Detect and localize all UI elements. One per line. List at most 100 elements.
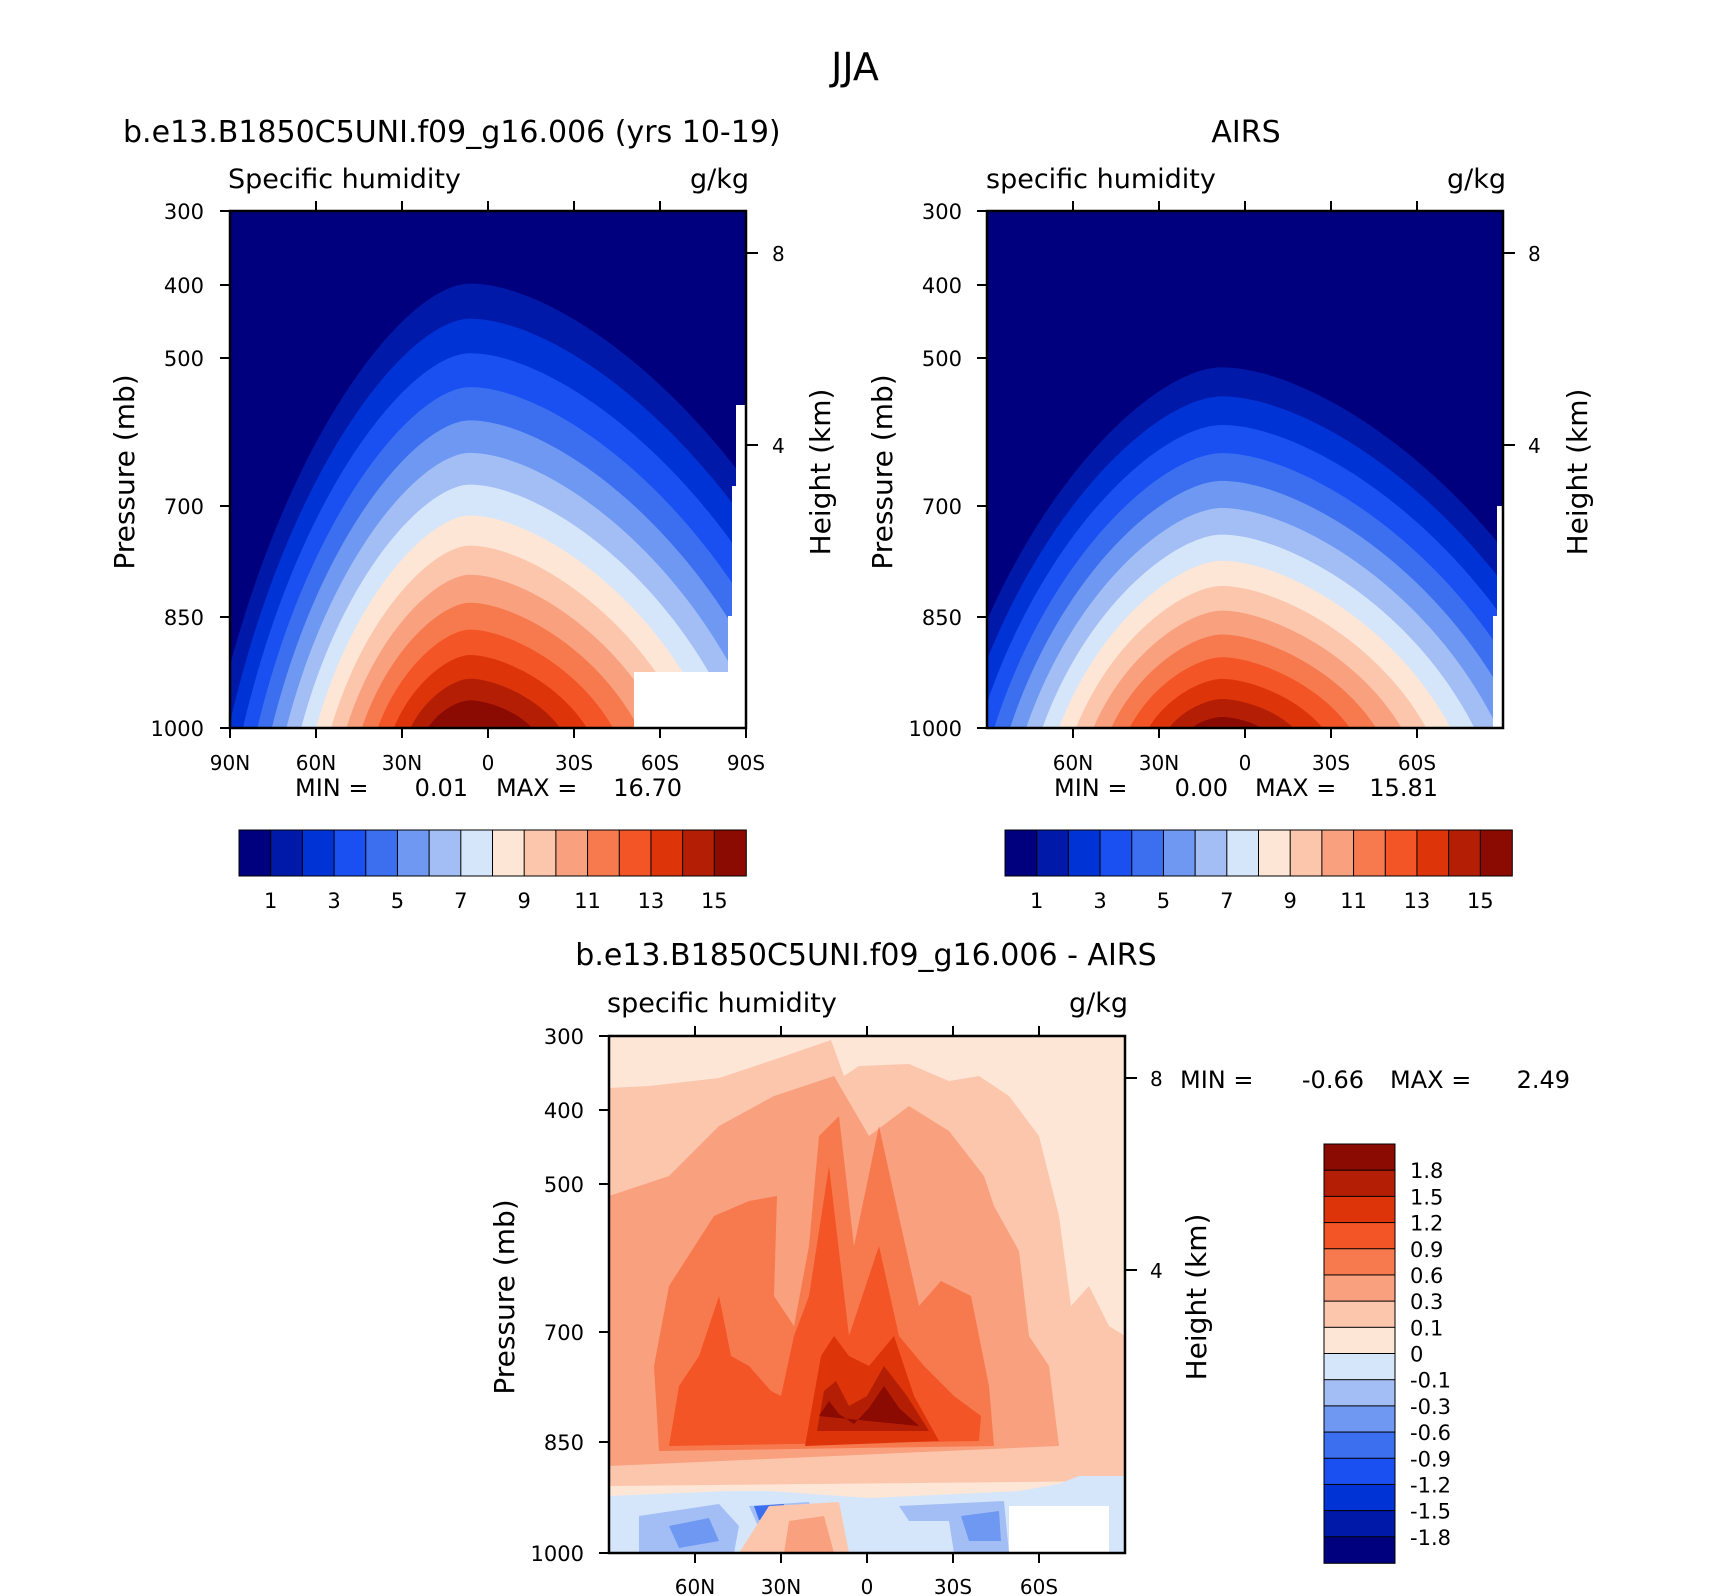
colorbar-swatch: [1323, 1457, 1396, 1486]
colorbar-swatch: [1323, 1248, 1396, 1276]
model-y-tick-label: 500: [164, 347, 204, 371]
airs-colorbar: 1 3 5 7 9 11 13 15: [1004, 829, 1513, 913]
colorbar-swatch: [1099, 829, 1133, 877]
colorbar-label: -1.8: [1410, 1526, 1451, 1550]
colorbar-label: 0: [1410, 1343, 1423, 1367]
diff-y-ticks: 300 400 500 700 850 1000: [531, 1025, 609, 1566]
airs-y-tick-label: 700: [922, 495, 962, 519]
colorbar-swatch: [523, 829, 557, 877]
colorbar-swatch: [492, 829, 525, 877]
airs-x-tick-label: 0: [1239, 751, 1252, 775]
colorbar-swatch: [1448, 829, 1482, 877]
contour-band: [428, 700, 532, 728]
airs-height-tick-label: 4: [1528, 434, 1541, 458]
diff-x-ticks: 60N 30N 0 30S 60S: [675, 1026, 1058, 1596]
airs-max-label: MAX =: [1255, 774, 1336, 802]
diff-y-tick-label: 1000: [531, 1542, 584, 1566]
diff-x-tick-label: 60N: [675, 1575, 715, 1596]
colorbar-swatch: [1323, 1379, 1396, 1407]
colorbar-swatch: [1323, 1405, 1396, 1433]
colorbar-swatch: [460, 829, 494, 877]
colorbar-swatch: [1323, 1353, 1396, 1381]
colorbar-swatch: [555, 829, 589, 877]
diff-y-axis-label: Pressure (mb): [488, 1199, 521, 1394]
colorbar-swatch: [1384, 829, 1418, 877]
airs-height-tick-label: 8: [1528, 242, 1541, 266]
colorbar-label: 5: [391, 889, 404, 913]
colorbar-label: -1.2: [1410, 1473, 1451, 1497]
airs-units-label: g/kg: [1447, 164, 1506, 195]
diff-units-label: g/kg: [1069, 988, 1128, 1019]
model-y2-axis-label: Height (km): [804, 389, 837, 556]
colorbar-label: 13: [638, 889, 665, 913]
colorbar-label: 1: [1030, 889, 1043, 913]
airs-height-ticks: 8 4: [1503, 242, 1541, 458]
missing-data-mask: [1493, 506, 1503, 728]
colorbar-label: 1.8: [1410, 1159, 1443, 1183]
model-max-label: MAX =: [496, 774, 577, 802]
colorbar-swatch: [1353, 829, 1387, 877]
diff-height-tick-label: 8: [1150, 1067, 1163, 1091]
colorbar-swatch: [1323, 1510, 1396, 1538]
colorbar-swatch: [1479, 829, 1513, 877]
model-y-tick-label: 700: [164, 495, 204, 519]
model-height-tick-label: 4: [772, 434, 785, 458]
colorbar-label: 0.6: [1410, 1264, 1443, 1288]
colorbar-label: -1.5: [1410, 1500, 1451, 1524]
diff-y-tick-label: 400: [544, 1099, 584, 1123]
colorbar-label: 13: [1404, 889, 1431, 913]
colorbar-swatch: [365, 829, 399, 877]
contour-band: [961, 1511, 1001, 1541]
model-min-max: MIN = 0.01 MAX = 16.70: [295, 774, 682, 802]
colorbar-label: 0.1: [1410, 1316, 1443, 1340]
airs-x-tick-label: 60S: [1398, 751, 1436, 775]
diff-min-value: -0.66: [1302, 1066, 1364, 1094]
difference-panel: b.e13.B1850C5UNI.f09_g16.006 - AIRS spec…: [488, 938, 1570, 1596]
colorbar-swatch: [1004, 829, 1038, 877]
diff-y-tick-label: 500: [544, 1173, 584, 1197]
diff-y-tick-label: 300: [544, 1025, 584, 1049]
colorbar-swatch: [333, 829, 367, 877]
model-x-tick-label: 0: [482, 751, 495, 775]
contour-band: [669, 1518, 719, 1548]
colorbar-label: 7: [1220, 889, 1233, 913]
airs-panel: AIRS specific humidity g/kg Pressure (mb…: [866, 115, 1594, 913]
colorbar-swatch: [1323, 1195, 1396, 1224]
model-x-tick-label: 60N: [296, 751, 336, 775]
model-variable-label: Specific humidity: [228, 164, 461, 195]
colorbar-swatch: [1323, 1169, 1396, 1198]
contour-band: [1191, 716, 1262, 728]
colorbar-swatch: [1321, 829, 1355, 877]
model-min-label: MIN =: [295, 774, 368, 802]
airs-x-tick-label: 30S: [1312, 751, 1350, 775]
colorbar-swatch: [1323, 1431, 1396, 1460]
colorbar-swatch: [396, 829, 430, 877]
diff-height-ticks: 8 4: [1125, 1067, 1163, 1283]
colorbar-label: 11: [574, 889, 601, 913]
model-x-tick-label: 30S: [555, 751, 593, 775]
model-y-tick-label: 1000: [151, 717, 204, 741]
model-y-tick-label: 400: [164, 274, 204, 298]
colorbar-swatch: [1416, 829, 1450, 877]
colorbar-label: -0.6: [1410, 1421, 1451, 1445]
model-min-value: 0.01: [415, 774, 468, 802]
model-contour-field: [230, 211, 746, 728]
colorbar-swatch: [1323, 1143, 1396, 1171]
colorbar-swatch: [301, 829, 335, 877]
colorbar-label: 1.2: [1410, 1212, 1443, 1236]
airs-y-axis-label: Pressure (mb): [866, 374, 899, 569]
diff-min-label: MIN =: [1180, 1066, 1253, 1094]
airs-y-tick-label: 400: [922, 274, 962, 298]
model-y-ticks: 300 400 500 700 850 1000: [151, 200, 230, 741]
colorbar-swatch: [238, 829, 272, 877]
airs-min-label: MIN =: [1054, 774, 1127, 802]
diff-y-tick-label: 850: [544, 1431, 584, 1455]
model-x-ticks: 90N 60N 30N 0 30S 60S 90S: [210, 201, 765, 775]
model-panel: b.e13.B1850C5UNI.f09_g16.006 (yrs 10-19)…: [108, 115, 837, 913]
colorbar-label: 9: [1284, 889, 1297, 913]
diff-x-tick-label: 60S: [1020, 1575, 1058, 1596]
colorbar-swatch: [1323, 1274, 1396, 1302]
diff-panel-title: b.e13.B1850C5UNI.f09_g16.006 - AIRS: [575, 938, 1156, 973]
colorbar-label: 0.3: [1410, 1290, 1443, 1314]
colorbar-label: -0.9: [1410, 1447, 1451, 1471]
